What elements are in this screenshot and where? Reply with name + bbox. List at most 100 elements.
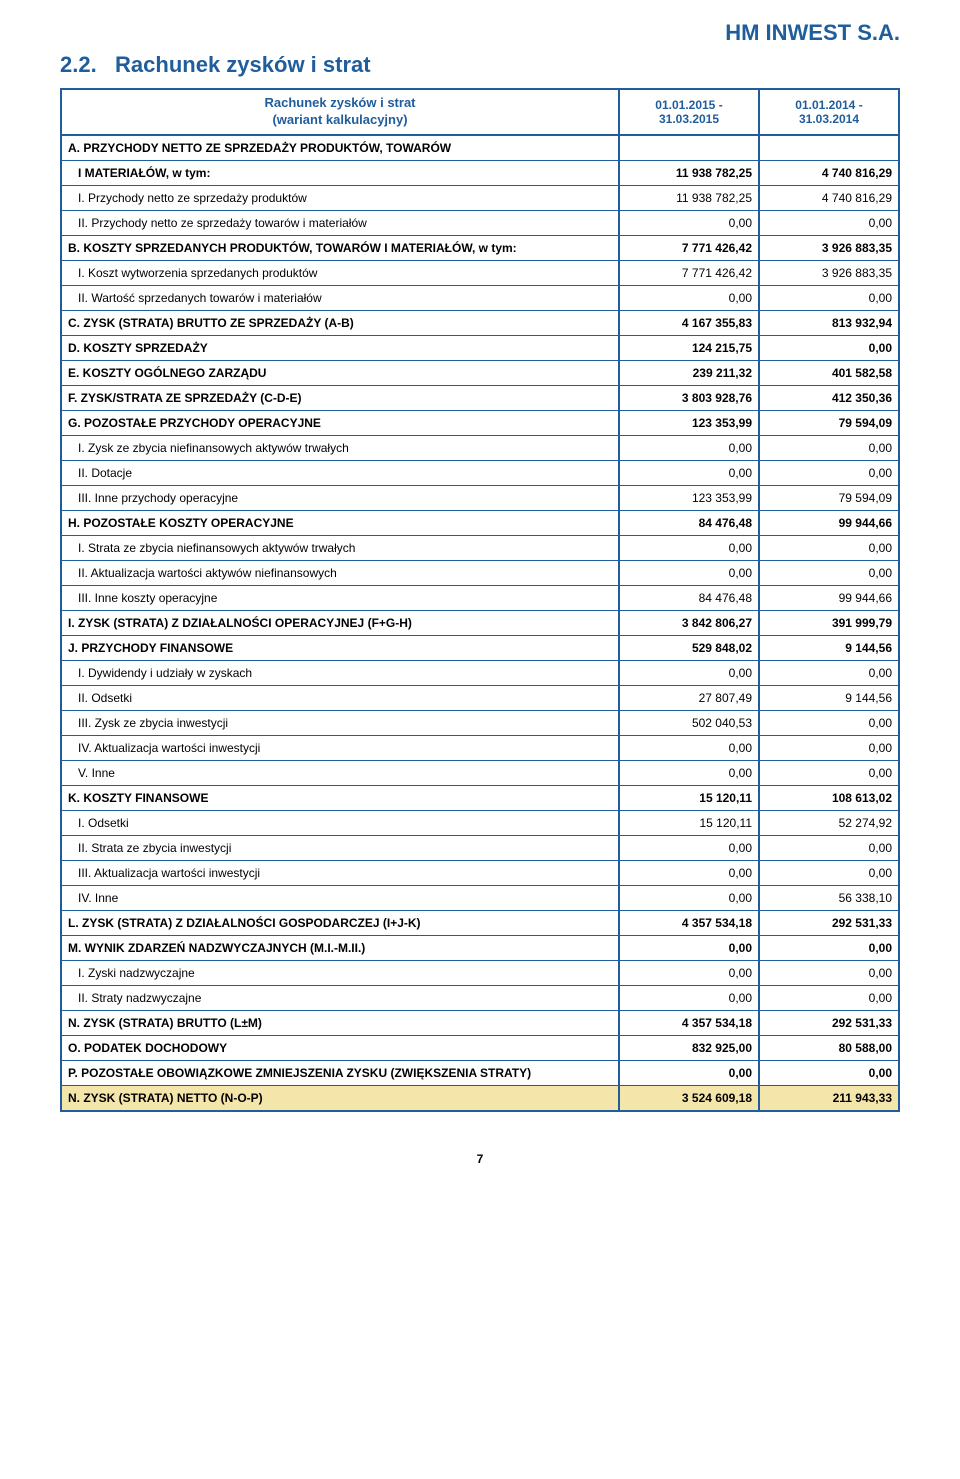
row-value-2015: 84 476,48 <box>619 510 759 535</box>
row-value-2015: 11 938 782,25 <box>619 160 759 185</box>
row-label: I. Koszt wytworzenia sprzedanych produkt… <box>61 260 619 285</box>
row-value-2015: 0,00 <box>619 435 759 460</box>
table-row: III. Inne koszty operacyjne84 476,4899 9… <box>61 585 899 610</box>
row-label: II. Aktualizacja wartości aktywów niefin… <box>61 560 619 585</box>
table-row: B. KOSZTY SPRZEDANYCH PRODUKTÓW, TOWARÓW… <box>61 235 899 260</box>
table-row: N. ZYSK (STRATA) BRUTTO (L±M)4 357 534,1… <box>61 1010 899 1035</box>
table-row: II. Dotacje0,000,00 <box>61 460 899 485</box>
row-label: P. POZOSTAŁE OBOWIĄZKOWE ZMNIEJSZENIA ZY… <box>61 1060 619 1085</box>
header-col1-line1: 01.01.2015 - <box>655 98 722 112</box>
row-value-2014: 9 144,56 <box>759 685 899 710</box>
table-row: K. KOSZTY FINANSOWE15 120,11108 613,02 <box>61 785 899 810</box>
row-label: F. ZYSK/STRATA ZE SPRZEDAŻY (C-D-E) <box>61 385 619 410</box>
header-col-2014: 01.01.2014 - 31.03.2014 <box>759 89 899 135</box>
row-value-2014: 99 944,66 <box>759 585 899 610</box>
table-row: II. Odsetki27 807,499 144,56 <box>61 685 899 710</box>
row-value-2014: 813 932,94 <box>759 310 899 335</box>
table-row: O. PODATEK DOCHODOWY832 925,0080 588,00 <box>61 1035 899 1060</box>
row-value-2015: 0,00 <box>619 985 759 1010</box>
row-value-2014: 0,00 <box>759 935 899 960</box>
row-label: I. ZYSK (STRATA) Z DZIAŁALNOŚCI OPERACYJ… <box>61 610 619 635</box>
row-value-2015: 27 807,49 <box>619 685 759 710</box>
row-label: I. Zyski nadzwyczajne <box>61 960 619 985</box>
row-label: D. KOSZTY SPRZEDAŻY <box>61 335 619 360</box>
table-row: II. Strata ze zbycia inwestycji0,000,00 <box>61 835 899 860</box>
section-number: 2.2. <box>60 52 97 77</box>
row-label: C. ZYSK (STRATA) BRUTTO ZE SPRZEDAŻY (A-… <box>61 310 619 335</box>
row-value-2014: 4 740 816,29 <box>759 160 899 185</box>
row-value-2014: 0,00 <box>759 210 899 235</box>
row-value-2014: 0,00 <box>759 710 899 735</box>
row-value-2014: 99 944,66 <box>759 510 899 535</box>
row-value-2015: 0,00 <box>619 460 759 485</box>
table-row: III. Inne przychody operacyjne123 353,99… <box>61 485 899 510</box>
row-label: II. Dotacje <box>61 460 619 485</box>
row-value-2014 <box>759 135 899 161</box>
row-value-2015: 123 353,99 <box>619 485 759 510</box>
row-value-2015: 15 120,11 <box>619 810 759 835</box>
row-label: V. Inne <box>61 760 619 785</box>
row-label: III. Zysk ze zbycia inwestycji <box>61 710 619 735</box>
row-value-2014: 0,00 <box>759 735 899 760</box>
row-value-2014: 3 926 883,35 <box>759 235 899 260</box>
company-name: HM INWEST S.A. <box>60 20 900 46</box>
row-value-2015: 0,00 <box>619 285 759 310</box>
header-col2-line1: 01.01.2014 - <box>795 98 862 112</box>
row-value-2015: 4 167 355,83 <box>619 310 759 335</box>
row-value-2014: 9 144,56 <box>759 635 899 660</box>
row-value-2015: 832 925,00 <box>619 1035 759 1060</box>
row-value-2014: 0,00 <box>759 835 899 860</box>
row-value-2015: 11 938 782,25 <box>619 185 759 210</box>
row-value-2014: 79 594,09 <box>759 410 899 435</box>
row-label: G. POZOSTAŁE PRZYCHODY OPERACYJNE <box>61 410 619 435</box>
row-value-2014: 412 350,36 <box>759 385 899 410</box>
row-label: III. Inne koszty operacyjne <box>61 585 619 610</box>
row-value-2014: 0,00 <box>759 960 899 985</box>
row-value-2014: 292 531,33 <box>759 1010 899 1035</box>
row-value-2015: 3 524 609,18 <box>619 1085 759 1111</box>
table-row: D. KOSZTY SPRZEDAŻY124 215,750,00 <box>61 335 899 360</box>
table-row: E. KOSZTY OGÓLNEGO ZARZĄDU239 211,32401 … <box>61 360 899 385</box>
section-title-text: Rachunek zysków i strat <box>115 52 371 77</box>
row-label: A. PRZYCHODY NETTO ZE SPRZEDAŻY PRODUKTÓ… <box>61 135 619 161</box>
row-value-2014: 292 531,33 <box>759 910 899 935</box>
header-left: Rachunek zysków i strat (wariant kalkula… <box>61 89 619 135</box>
table-row: I. Strata ze zbycia niefinansowych aktyw… <box>61 535 899 560</box>
row-label: II. Odsetki <box>61 685 619 710</box>
table-row: I. Zysk ze zbycia niefinansowych aktywów… <box>61 435 899 460</box>
table-row: I. Przychody netto ze sprzedaży produktó… <box>61 185 899 210</box>
header-col2-line2: 31.03.2014 <box>799 112 859 126</box>
table-row: J. PRZYCHODY FINANSOWE529 848,029 144,56 <box>61 635 899 660</box>
row-value-2015: 84 476,48 <box>619 585 759 610</box>
row-value-2014: 0,00 <box>759 335 899 360</box>
header-left-line1: Rachunek zysków i strat <box>265 95 416 110</box>
row-value-2015: 0,00 <box>619 535 759 560</box>
header-col1-line2: 31.03.2015 <box>659 112 719 126</box>
row-label: J. PRZYCHODY FINANSOWE <box>61 635 619 660</box>
row-label: L. ZYSK (STRATA) Z DZIAŁALNOŚCI GOSPODAR… <box>61 910 619 935</box>
row-label: II. Przychody netto ze sprzedaży towarów… <box>61 210 619 235</box>
row-value-2015: 0,00 <box>619 760 759 785</box>
row-label: O. PODATEK DOCHODOWY <box>61 1035 619 1060</box>
row-value-2014: 0,00 <box>759 860 899 885</box>
row-value-2015: 0,00 <box>619 885 759 910</box>
row-label: II. Straty nadzwyczajne <box>61 985 619 1010</box>
table-row: I. ZYSK (STRATA) Z DZIAŁALNOŚCI OPERACYJ… <box>61 610 899 635</box>
row-value-2014: 0,00 <box>759 985 899 1010</box>
section-title: 2.2. Rachunek zysków i strat <box>60 52 900 78</box>
table-row: V. Inne0,000,00 <box>61 760 899 785</box>
row-value-2014: 0,00 <box>759 460 899 485</box>
row-value-2015: 0,00 <box>619 660 759 685</box>
row-label: K. KOSZTY FINANSOWE <box>61 785 619 810</box>
row-value-2015: 529 848,02 <box>619 635 759 660</box>
row-value-2014: 52 274,92 <box>759 810 899 835</box>
row-value-2015: 0,00 <box>619 860 759 885</box>
row-label: I. Zysk ze zbycia niefinansowych aktywów… <box>61 435 619 460</box>
row-label: III. Aktualizacja wartości inwestycji <box>61 860 619 885</box>
row-value-2014: 56 338,10 <box>759 885 899 910</box>
header-col-2015: 01.01.2015 - 31.03.2015 <box>619 89 759 135</box>
table-row: M. WYNIK ZDARZEŃ NADZWYCZAJNYCH (M.I.-M.… <box>61 935 899 960</box>
page-number: 7 <box>60 1152 900 1166</box>
row-value-2015: 3 842 806,27 <box>619 610 759 635</box>
table-row: A. PRZYCHODY NETTO ZE SPRZEDAŻY PRODUKTÓ… <box>61 135 899 161</box>
